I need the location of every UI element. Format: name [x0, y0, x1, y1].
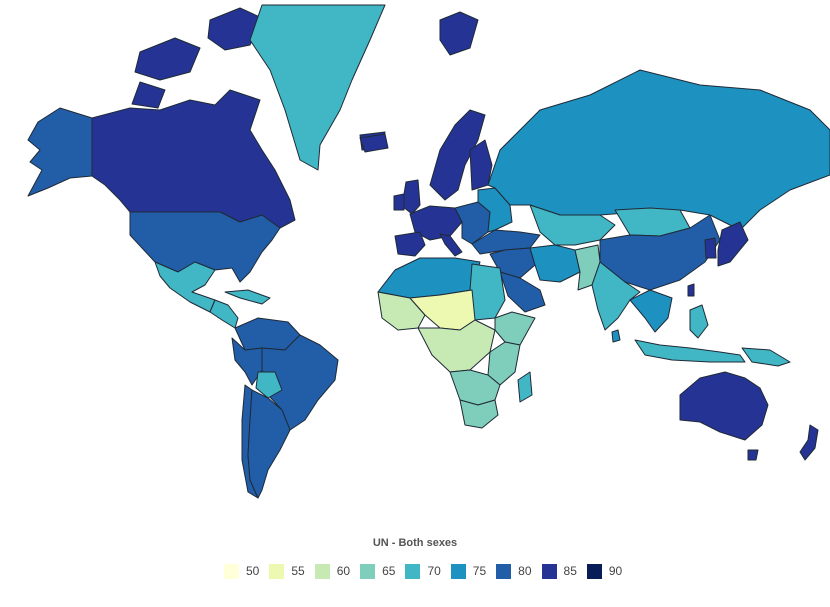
legend-label: 55 [291, 564, 305, 578]
legend-item[interactable]: 80 [496, 563, 532, 579]
legend-item[interactable]: 50 [224, 563, 260, 579]
region-uk[interactable] [401, 179, 421, 215]
legend-swatch [405, 563, 421, 579]
region-central-america[interactable] [209, 299, 239, 329]
region-iran[interactable] [529, 244, 581, 283]
legend-item[interactable]: 55 [269, 563, 305, 579]
legend-swatch [450, 563, 466, 579]
legend-swatch [224, 563, 239, 579]
region-central-africa[interactable] [417, 319, 496, 373]
region-tasmania[interactable] [747, 449, 759, 461]
legend-label: 70 [427, 564, 441, 578]
region-usa[interactable] [129, 211, 281, 283]
region-japan[interactable] [717, 221, 749, 267]
legend-item[interactable]: 60 [314, 563, 351, 579]
region-philippines[interactable] [689, 304, 709, 339]
region-arabia[interactable] [499, 271, 546, 313]
region-alaska[interactable] [27, 107, 93, 197]
world-map [27, 4, 830, 499]
region-ireland[interactable] [393, 193, 405, 211]
legend-label: 60 [336, 564, 351, 578]
region-scandinavia[interactable] [429, 109, 486, 201]
region-indonesia[interactable] [634, 339, 746, 363]
region-taiwan[interactable] [687, 283, 695, 297]
region-turkey-caucasus[interactable] [471, 229, 541, 255]
region-papua[interactable] [741, 347, 791, 367]
region-arctic-islands[interactable] [131, 7, 479, 151]
region-italy[interactable] [439, 233, 463, 257]
legend-swatch [360, 563, 376, 579]
legend-item[interactable]: 70 [405, 563, 441, 579]
legend-label: 85 [563, 564, 577, 578]
region-bolivia[interactable] [255, 371, 283, 399]
legend-items: 50 55 60 65 70 75 80 85 90 [224, 562, 632, 580]
region-horn-of-africa[interactable] [494, 311, 536, 346]
oceania [679, 371, 819, 461]
region-southeast-asia[interactable] [629, 289, 673, 333]
legend-item[interactable]: 90 [586, 563, 623, 579]
region-mexico[interactable] [154, 261, 216, 313]
legend-label: 90 [608, 564, 623, 578]
region-egypt-sudan[interactable] [469, 263, 506, 321]
region-canada[interactable] [91, 89, 296, 229]
region-iberia[interactable] [394, 231, 426, 257]
region-korea[interactable] [704, 237, 717, 259]
legend-label: 50 [246, 564, 260, 578]
region-south-africa[interactable] [459, 399, 499, 429]
region-new-zealand[interactable] [799, 424, 819, 461]
map-legend: UN - Both sexes 50 55 60 65 70 75 80 85 90 [0, 534, 830, 584]
region-madagascar[interactable] [517, 371, 533, 403]
legend-swatch [314, 563, 330, 579]
legend-swatch [586, 563, 602, 579]
americas [27, 4, 479, 499]
region-finland[interactable] [469, 139, 493, 191]
europe [359, 109, 513, 257]
legend-swatch [496, 563, 512, 579]
asia [471, 69, 830, 367]
legend-label: 75 [472, 564, 487, 578]
region-russia[interactable] [487, 69, 830, 231]
legend-swatch [541, 563, 557, 579]
region-australia[interactable] [679, 371, 769, 441]
region-iceland[interactable] [359, 133, 389, 153]
legend-item[interactable]: 85 [541, 563, 577, 579]
legend-swatch [269, 563, 285, 579]
legend-title: UN - Both sexes [372, 537, 458, 549]
region-argentina[interactable] [247, 389, 291, 499]
legend-label: 65 [382, 564, 396, 578]
legend-label: 80 [518, 564, 532, 578]
region-greenland[interactable] [249, 4, 386, 171]
legend-item[interactable]: 75 [450, 563, 487, 579]
africa [377, 257, 536, 429]
legend-item[interactable]: 65 [360, 563, 396, 579]
region-sri-lanka[interactable] [611, 329, 621, 343]
region-caribbean[interactable] [224, 289, 271, 305]
